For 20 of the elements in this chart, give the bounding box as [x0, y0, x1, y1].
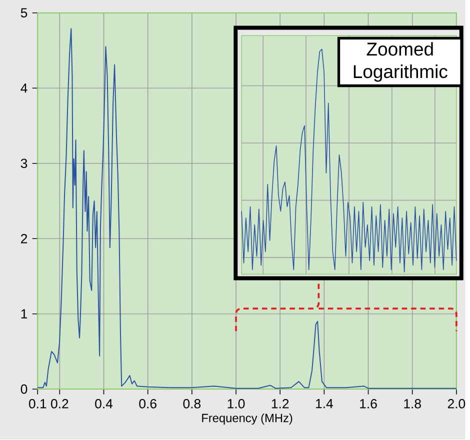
- x-tick-label: 1.2: [272, 399, 289, 408]
- y-tick-label: 0: [20, 384, 28, 394]
- annotation: Zoomed Logarithmic: [354, 42, 448, 82]
- y-tick-label: 5: [20, 8, 28, 18]
- y-tick-label: 3: [20, 158, 28, 168]
- x-tick-label: 1.0: [228, 399, 245, 409]
- y-tick-label: 2: [21, 234, 28, 244]
- x-tick-label: 1.6: [360, 399, 377, 409]
- x-tick-label: 1.4: [316, 399, 333, 408]
- x-tick-label: 2.0: [448, 399, 466, 409]
- x-tick-label: 0.1: [28, 399, 46, 409]
- x-tick-label: 0.2: [51, 399, 68, 409]
- y-tick-label: 4: [20, 84, 28, 93]
- y-tick-label: 1: [21, 310, 28, 319]
- x-tick-label: 0.8: [183, 399, 201, 409]
- x-tick-label: 0.6: [139, 399, 156, 409]
- line-series: [37, 28, 457, 390]
- x-tick-label: 1.8: [404, 399, 421, 409]
- x-axis-title: Frequency (MHz): [202, 414, 292, 425]
- x-tick-label: 0.4: [95, 399, 113, 409]
